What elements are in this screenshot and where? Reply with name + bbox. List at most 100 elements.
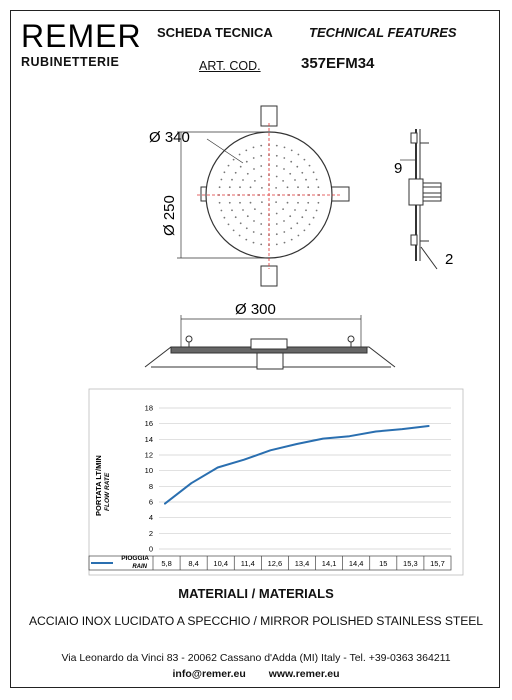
nozzle-dot — [254, 208, 256, 211]
nozzle-dot — [283, 220, 285, 222]
nozzle-dot — [296, 222, 299, 225]
table-cell-value: 5,8 — [161, 559, 171, 568]
nozzle-dot — [290, 227, 293, 230]
brand-logo: REMER RUBINETTERIE — [21, 19, 151, 69]
footer-website[interactable]: www.remer.eu — [268, 668, 340, 680]
nozzle-dot — [305, 178, 307, 181]
nozzle-dot — [305, 209, 307, 212]
table-cell-value: 14,4 — [349, 559, 364, 568]
nozzle-dot — [228, 186, 231, 189]
nozzle-dot — [261, 201, 263, 204]
brand-subtitle: RUBINETTERIE — [21, 55, 120, 69]
nozzle-dot — [289, 172, 292, 175]
nozzle-dot — [252, 157, 255, 159]
nozzle-dot — [260, 144, 263, 147]
dim-250-lines — [177, 131, 267, 259]
table-cell-value: 12,6 — [268, 559, 283, 568]
nozzle-dot — [294, 179, 296, 181]
materials-description: ACCIAIO INOX LUCIDATO A SPECCHIO / MIRRO… — [29, 614, 483, 628]
nozzle-dot — [231, 209, 233, 212]
nozzle-dot — [261, 187, 263, 189]
article-code-label: ART. COD. — [199, 59, 261, 73]
legend-label-rain: PIOGGIA — [121, 555, 149, 562]
nozzle-dot — [296, 165, 299, 168]
nozzle-dot — [234, 171, 237, 174]
nozzle-dot — [294, 209, 296, 211]
center-lines — [197, 123, 341, 269]
nozzle-dot — [227, 223, 230, 226]
nozzle-dot — [239, 165, 242, 168]
y-tick-label: 4 — [149, 513, 153, 522]
nozzle-dot — [312, 216, 315, 219]
nozzle-dot — [245, 238, 248, 241]
table-cell-value: 8,4 — [188, 559, 198, 568]
nozzle-dot — [317, 186, 320, 189]
nozzle-dot — [282, 208, 284, 211]
shower-head-side-view — [408, 129, 442, 270]
title-italian: SCHEDA TECNICA — [157, 25, 273, 40]
nozzle-dot — [283, 231, 286, 233]
chart-y-ticks: 0 2 4 6 8 10 12 14 16 18 — [145, 404, 153, 554]
dim-300-label: Ø 300 — [235, 301, 276, 318]
nozzle-dot — [249, 201, 252, 204]
nozzle-dot — [252, 241, 255, 244]
table-cell-value: 14,1 — [322, 559, 337, 568]
dim-340-label: Ø 340 — [149, 129, 190, 146]
nozzle-dot — [220, 209, 223, 212]
y-tick-label: 6 — [149, 498, 153, 507]
nozzle-dot — [303, 158, 306, 161]
nozzle-pattern — [218, 144, 320, 246]
nozzle-dot — [242, 179, 244, 181]
dim-9-label: 9 — [394, 160, 402, 177]
series-line-rain — [164, 425, 430, 505]
nozzle-dot — [286, 201, 289, 204]
dim-2-label: 2 — [445, 251, 453, 268]
y-tick-label: 2 — [149, 529, 153, 538]
table-cell-value: 15,7 — [430, 559, 445, 568]
nozzle-dot — [253, 220, 255, 222]
nozzle-dot — [290, 238, 293, 241]
dim-340-leader — [206, 138, 244, 164]
nozzle-dot — [317, 201, 320, 204]
nozzle-dot — [301, 171, 304, 174]
nozzle-dot — [242, 209, 244, 211]
footer-email[interactable]: info@remer.eu — [172, 668, 246, 680]
table-cell-value: 13,4 — [295, 559, 310, 568]
nozzle-dot — [275, 154, 278, 157]
nozzle-dot — [282, 180, 284, 182]
article-code: 357EFM34 — [301, 55, 375, 72]
title-english: TECHNICAL FEATURES — [309, 25, 457, 40]
nozzle-dot — [297, 186, 299, 189]
nozzle-dot — [315, 178, 318, 181]
nozzle-dot — [238, 234, 241, 237]
nozzle-dot — [245, 227, 248, 230]
nozzle-dot — [275, 175, 278, 178]
nozzle-dot — [231, 178, 233, 181]
nozzle-dot — [275, 165, 278, 167]
nozzle-dot — [260, 212, 263, 215]
nozzle-dot — [283, 146, 286, 149]
nozzle-dot — [308, 223, 311, 226]
table-cell-value: 10,4 — [213, 559, 228, 568]
nozzle-dot — [290, 149, 293, 152]
y-tick-label: 12 — [145, 451, 153, 460]
nozzle-dot — [223, 216, 226, 219]
nozzle-dot — [275, 233, 278, 236]
nozzle-dot — [283, 241, 286, 244]
y-axis-label: PORTATA LT/MIN — [94, 455, 103, 516]
nozzle-dot — [260, 243, 263, 246]
nozzle-dot — [245, 149, 248, 152]
nozzle-dot — [260, 165, 263, 167]
brand-name: REMER — [21, 18, 142, 54]
nozzle-dot — [297, 234, 300, 237]
nozzle-dot — [239, 222, 242, 225]
nozzle-dot — [245, 160, 248, 163]
y-tick-label: 8 — [149, 482, 153, 491]
nozzle-dot — [286, 186, 289, 189]
dim-300-lines — [180, 315, 362, 347]
y-axis-label-english: FLOW RATE — [104, 472, 111, 511]
nozzle-dot — [275, 144, 278, 147]
nozzle-dot — [260, 175, 263, 178]
table-cell-value: 11,4 — [241, 559, 255, 568]
nozzle-dot — [303, 229, 306, 232]
